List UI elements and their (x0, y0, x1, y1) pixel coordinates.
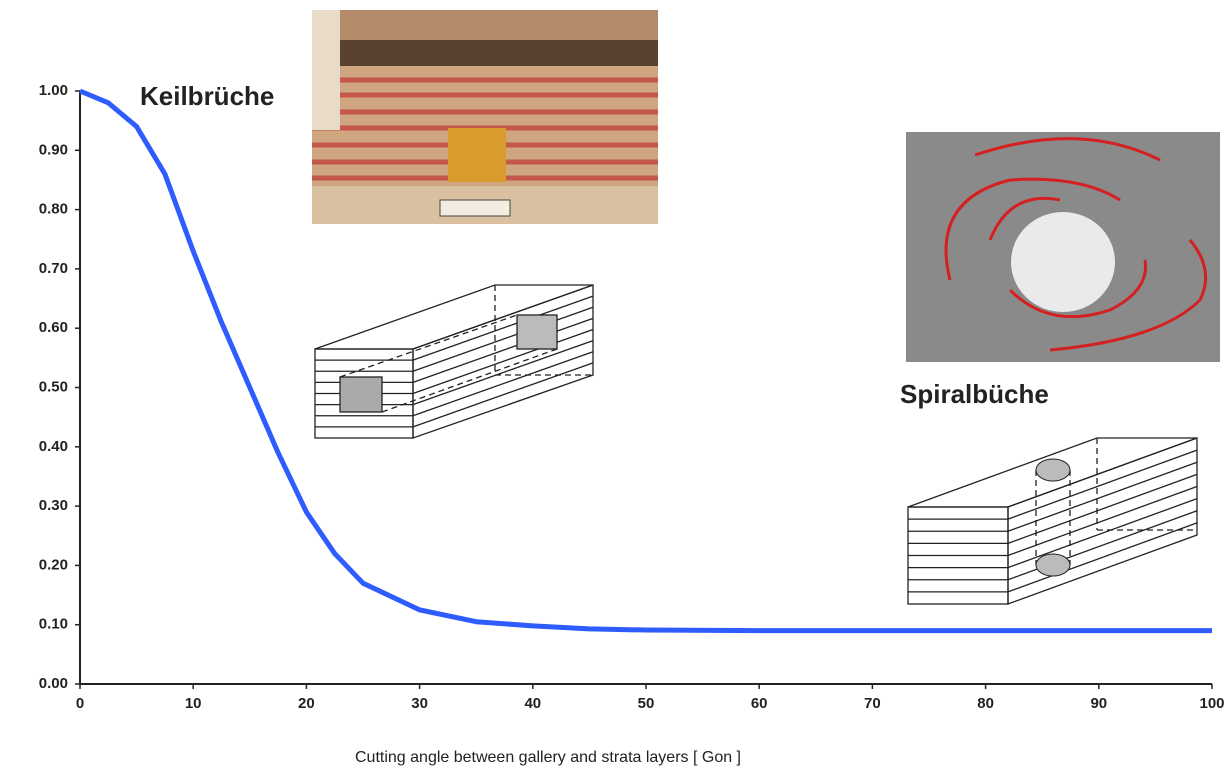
y-tick-label: 0.90 (39, 141, 68, 158)
photo-wedge (312, 10, 658, 224)
x-tick-label: 30 (411, 695, 428, 712)
stratum (412, 328, 594, 395)
y-tick-label: 0.20 (39, 556, 68, 573)
y-tick-label: 0.50 (39, 378, 68, 395)
stratum (412, 351, 594, 417)
y-tick-label: 0.00 (39, 675, 68, 692)
x-axis-label: Cutting angle between gallery and strata… (355, 749, 741, 766)
x-tick-label: 50 (638, 695, 655, 712)
stratum (412, 362, 594, 428)
x-tick-label: 10 (185, 695, 202, 712)
data-line (79, 88, 1212, 634)
stratum (1007, 449, 1198, 520)
stratum (412, 317, 594, 383)
y-tick-label: 0.10 (39, 616, 68, 633)
x-tick-label: 90 (1090, 695, 1107, 712)
stratum (1007, 473, 1198, 544)
x-tick-label: 100 (1199, 695, 1224, 712)
y-tick-label: 0.60 (39, 319, 68, 336)
y-tick-label: 0.40 (39, 438, 68, 455)
x-tick-label: 20 (298, 695, 315, 712)
stratum (1007, 498, 1198, 569)
strata-box-wedge (314, 284, 594, 439)
stratum (412, 340, 594, 406)
strata-box-spiral (907, 437, 1198, 605)
stratum (1007, 522, 1198, 593)
x-tick-label: 70 (864, 695, 881, 712)
stratum (412, 295, 594, 361)
photo-spiral (906, 132, 1220, 362)
y-tick-label: 0.30 (39, 497, 68, 514)
y-tick-label: 0.70 (39, 260, 68, 277)
stratum (1007, 461, 1198, 532)
x-tick-label: 80 (977, 695, 994, 712)
stratum (1007, 485, 1198, 557)
stratum (412, 306, 594, 372)
y-tick-label: 1.00 (39, 82, 68, 99)
annotation: Keilbrüche (140, 81, 274, 111)
x-tick-label: 0 (76, 695, 84, 712)
y-tick-label: 0.80 (39, 201, 68, 218)
x-tick-label: 60 (751, 695, 768, 712)
x-tick-label: 40 (524, 695, 541, 712)
annotation: Spiralbüche (900, 379, 1049, 409)
